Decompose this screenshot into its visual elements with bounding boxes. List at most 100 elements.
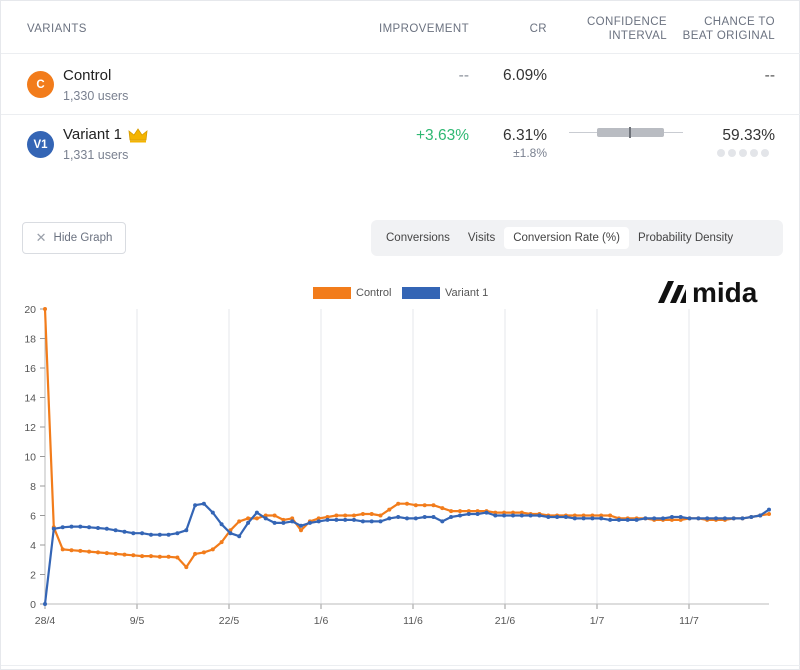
data-point-variant-1 — [290, 519, 295, 524]
data-point-control — [511, 510, 515, 515]
divider — [1, 53, 800, 54]
variant-1-improvement: +3.63% — [415, 127, 469, 144]
data-point-control — [157, 554, 162, 559]
legend-item-control[interactable]: Control — [313, 287, 391, 299]
data-point-variant-1 — [758, 513, 763, 518]
data-point-variant-1 — [475, 512, 480, 516]
data-point-control — [166, 554, 171, 559]
data-point-variant-1 — [228, 531, 233, 536]
hide-graph-label: Hide Graph — [53, 232, 113, 244]
mida-logo: mida — [658, 277, 758, 307]
legend-label-control: Control — [356, 287, 392, 299]
data-point-control — [360, 512, 365, 516]
data-point-variant-1 — [104, 526, 109, 531]
data-point-variant-1 — [307, 520, 312, 525]
data-point-control — [87, 549, 92, 554]
data-point-variant-1 — [590, 516, 595, 521]
data-point-variant-1 — [299, 523, 303, 528]
data-point-variant-1 — [219, 522, 224, 527]
data-point-variant-1 — [669, 515, 674, 519]
data-point-control — [104, 551, 109, 556]
data-point-variant-1 — [634, 517, 639, 522]
data-point-control — [219, 540, 224, 545]
data-point-variant-1 — [572, 516, 577, 521]
data-point-variant-1 — [528, 513, 533, 518]
data-point-control — [599, 513, 604, 518]
data-point-control — [590, 513, 595, 518]
data-point-variant-1 — [281, 520, 286, 525]
data-point-variant-1 — [581, 516, 586, 521]
data-point-control — [572, 513, 577, 518]
data-point-variant-1 — [546, 515, 551, 519]
control-chance: -- — [764, 67, 775, 84]
header-cr: CR — [529, 23, 547, 35]
data-point-variant-1 — [175, 531, 180, 536]
data-point-variant-1 — [352, 517, 356, 522]
data-point-variant-1 — [599, 516, 604, 521]
data-point-control — [767, 512, 771, 516]
legend-label-variant-1: Variant 1 — [445, 287, 489, 299]
confidence-interval-median — [629, 127, 631, 138]
dot — [761, 149, 769, 157]
header-improvement: IMPROVEMENT — [378, 23, 469, 35]
y-tick-label: 16 — [24, 363, 36, 375]
header-variants: VARIANTS — [27, 23, 87, 35]
series-line-control — [43, 308, 770, 569]
data-point-control — [502, 510, 507, 515]
hide-graph-button[interactable]: ✕ Hide Graph — [22, 222, 126, 254]
x-tick-label: 11/7 — [679, 615, 699, 627]
data-point-control — [281, 517, 286, 522]
data-point-variant-1 — [519, 513, 524, 518]
data-point-variant-1 — [502, 513, 507, 518]
data-point-variant-1 — [272, 520, 277, 525]
conversion-rate-chart: 28/4 9/5 22/5 1/6 11/6 21/6 1/7 11/7 0 2 4 6 8 10 12 14… — [24, 304, 771, 627]
data-point-control — [369, 512, 374, 516]
data-point-variant-1 — [396, 515, 401, 519]
data-point-control — [334, 513, 339, 518]
data-point-control — [449, 509, 454, 514]
divider — [1, 665, 800, 666]
data-point-variant-1 — [466, 512, 471, 516]
y-tick-label: 6 — [30, 511, 36, 523]
data-point-control — [413, 503, 418, 508]
tab-probability-density[interactable]: Probability Density — [637, 232, 734, 244]
data-point-variant-1 — [484, 510, 489, 515]
data-point-control — [475, 509, 480, 514]
data-point-variant-1 — [563, 515, 568, 519]
data-point-variant-1 — [378, 519, 383, 524]
data-point-variant-1 — [343, 517, 348, 522]
data-point-variant-1 — [749, 515, 754, 519]
control-name: Control — [63, 67, 112, 84]
data-point-control — [440, 506, 445, 511]
data-point-variant-1 — [87, 525, 92, 530]
chance-indicator-dots — [717, 149, 769, 157]
data-point-variant-1 — [687, 516, 692, 521]
tab-conversion-rate[interactable]: Conversion Rate (%) — [504, 227, 629, 249]
y-tick-label: 18 — [24, 334, 36, 346]
data-point-control — [43, 307, 47, 311]
data-point-control — [201, 550, 206, 555]
y-tick-label: 8 — [30, 481, 36, 493]
graph-tabs: Conversions Visits Conversion Rate (%) P… — [371, 220, 783, 256]
data-point-control — [149, 554, 153, 559]
dot — [739, 149, 747, 157]
data-point-control — [678, 517, 683, 522]
dot — [750, 149, 758, 157]
data-point-variant-1 — [263, 516, 268, 521]
y-tick-label: 2 — [30, 570, 36, 582]
data-point-variant-1 — [696, 516, 701, 521]
data-point-variant-1 — [493, 513, 498, 518]
y-tick-label: 10 — [24, 452, 36, 464]
data-point-variant-1 — [740, 516, 745, 521]
data-point-control — [608, 513, 613, 518]
data-point-variant-1 — [511, 513, 515, 518]
data-point-variant-1 — [43, 602, 47, 606]
tab-visits[interactable]: Visits — [467, 232, 496, 244]
tab-conversions[interactable]: Conversions — [386, 232, 450, 244]
data-point-control — [519, 510, 524, 515]
data-point-control — [96, 550, 100, 555]
data-point-control — [466, 509, 471, 514]
legend-item-variant-1[interactable]: Variant 1 — [402, 287, 488, 299]
data-point-variant-1 — [387, 516, 392, 521]
